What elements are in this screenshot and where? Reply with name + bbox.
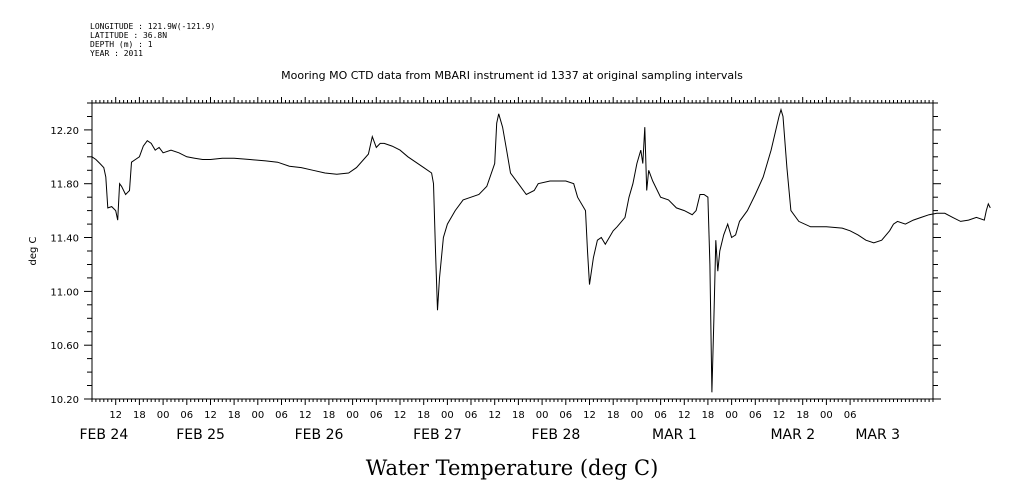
hour-tick-label: 18 [796,410,809,421]
chart-title: Mooring MO CTD data from MBARI instrumen… [281,69,743,82]
plot-frame [91,102,934,400]
hour-tick-label: 00 [441,410,454,421]
header-block: LONGITUDE : 121.9W(-121.9) LATITUDE : 36… [90,22,215,58]
hour-tick-label: 12 [678,410,691,421]
hour-tick-label: 12 [299,410,312,421]
hour-tick-label: 18 [607,410,620,421]
hour-tick-label: 12 [204,410,217,421]
y-axis-label: deg C [28,236,39,265]
hour-tick-label: 18 [702,410,715,421]
hour-tick-label: 06 [180,410,193,421]
day-labels: FEB 24 FEB 25 FEB 26 FEB 27 FEB 28 MAR 1 MAR 2… [79,427,900,443]
hour-tick-label: 06 [749,410,762,421]
y-tick-labels: 10.20 10.60 11.00 11.40 11.80 12.20 [50,126,79,406]
hour-tick-labels: 12 18 00 06 12 18 00 06 12 18 00 06 12 18 00 06 12 18 00 06… [109,410,856,421]
hour-tick-label: 18 [417,410,430,421]
hour-tick-label: 12 [583,410,596,421]
hour-tick-label: 00 [631,410,644,421]
hour-tick-label: 18 [512,410,525,421]
y-tick-label: 11.00 [50,287,79,298]
day-label: FEB 27 [413,427,462,443]
hour-tick-label: 06 [559,410,572,421]
hour-tick-label: 06 [654,410,667,421]
y-tick-label: 10.60 [50,341,79,352]
hour-tick-label: 12 [394,410,407,421]
hour-tick-label: 06 [370,410,383,421]
hour-tick-label: 12 [773,410,786,421]
y-tick-label: 10.20 [50,395,79,406]
x-axis-label: Water Temperature (deg C) [366,456,659,480]
hour-tick-label: 00 [251,410,264,421]
hour-tick-label: 00 [725,410,738,421]
day-label: FEB 28 [532,427,581,443]
day-label: MAR 2 [770,427,815,443]
day-label: FEB 26 [295,427,344,443]
hour-tick-label: 18 [228,410,241,421]
day-label: FEB 24 [79,427,128,443]
hour-tick-label: 18 [133,410,146,421]
axis-ticks [84,97,941,405]
day-label: MAR 3 [855,427,900,443]
hour-tick-label: 00 [536,410,549,421]
hour-tick-label: 06 [275,410,288,421]
y-tick-label: 11.40 [50,234,79,245]
hour-tick-label: 12 [488,410,501,421]
hour-tick-label: 12 [109,410,122,421]
header-longitude: LONGITUDE : 121.9W(-121.9) [90,22,215,31]
hour-tick-label: 18 [323,410,336,421]
hour-tick-label: 00 [157,410,170,421]
hour-tick-label: 00 [820,410,833,421]
y-tick-label: 12.20 [50,126,79,137]
hour-tick-label: 06 [844,410,857,421]
hour-tick-label: 00 [346,410,359,421]
day-label: FEB 25 [176,427,225,443]
header-depth: DEPTH (m) : 1 [90,40,153,49]
header-latitude: LATITUDE : 36.8N [90,31,167,40]
series-line [91,107,991,393]
hour-tick-label: 06 [465,410,478,421]
y-tick-label: 11.80 [50,180,79,191]
day-label: MAR 1 [652,427,697,443]
header-year: YEAR : 2011 [90,49,143,58]
